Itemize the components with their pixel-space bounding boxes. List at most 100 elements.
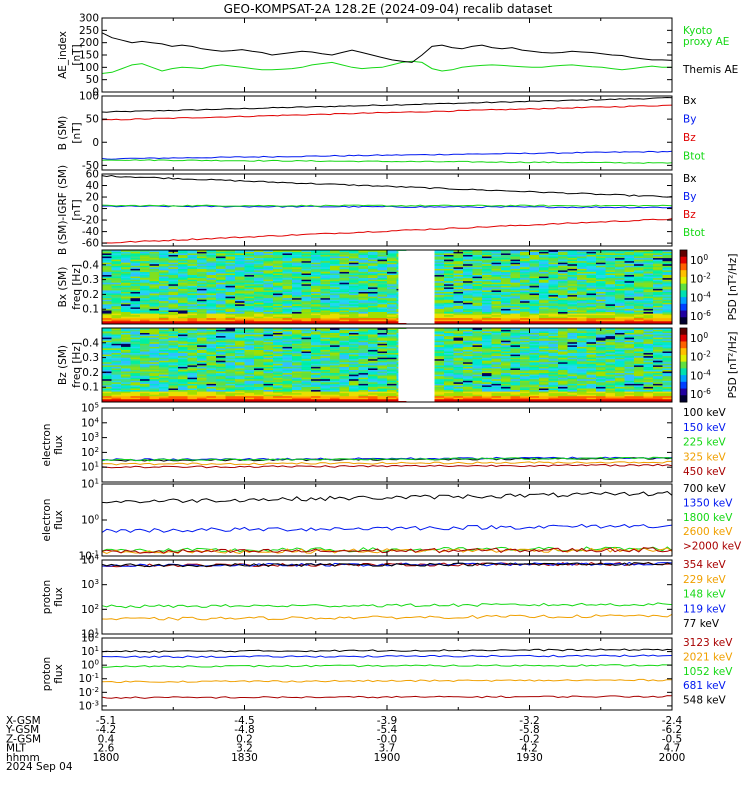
- spectrogram-cell: [444, 369, 454, 372]
- spectrogram-cell: [187, 293, 198, 296]
- spectrogram-cell: [235, 357, 245, 360]
- spectrogram-cell: [444, 273, 454, 275]
- spectrogram-cell: [244, 271, 255, 274]
- spectrogram-cell: [206, 391, 217, 394]
- spectrogram-cell: [273, 296, 283, 299]
- spectrogram-cell: [520, 268, 530, 271]
- spectrogram-cell: [539, 250, 549, 252]
- spectrogram-cell: [548, 283, 559, 286]
- spectrogram-cell: [453, 279, 464, 282]
- spectrogram-cell: [624, 291, 635, 294]
- spectrogram-cell: [339, 294, 350, 297]
- spectrogram-cell: [140, 316, 150, 319]
- spectrogram-cell: [235, 250, 245, 252]
- spectrogram-cell: [273, 302, 283, 305]
- spectrogram-cell: [634, 274, 644, 277]
- spectrogram-cell: [121, 360, 131, 363]
- spectrogram-cell: [558, 273, 568, 275]
- spectrogram-cell: [244, 288, 255, 291]
- spectrogram-cell: [339, 253, 350, 255]
- spectrogram-cell: [159, 285, 169, 288]
- spectrogram-cell: [130, 290, 141, 292]
- spectrogram-cell: [301, 320, 312, 323]
- spectrogram-cell: [121, 371, 131, 374]
- spectrogram-cell: [482, 388, 492, 390]
- spectrogram-cell: [634, 319, 644, 322]
- spectrogram-cell: [159, 335, 169, 338]
- spectrogram-cell: [187, 331, 198, 333]
- spectrogram-cell: [178, 307, 188, 309]
- spectrogram-cell: [320, 296, 331, 299]
- spectrogram-cell: [292, 253, 302, 255]
- spectrogram-cell: [149, 310, 160, 312]
- spectrogram-cell: [577, 274, 587, 277]
- spectrogram-cell: [292, 363, 302, 366]
- spectrogram-cell: [482, 308, 492, 311]
- spectrogram-cell: [225, 389, 236, 392]
- spectrogram-cell: [368, 328, 378, 330]
- spectrogram-cell: [491, 313, 502, 316]
- y-tick-label: 20: [86, 192, 99, 204]
- spectrogram-cell: [301, 317, 312, 320]
- spectrogram-cell: [510, 345, 521, 347]
- spectrogram-cell: [235, 270, 245, 272]
- spectrogram-cell: [358, 320, 369, 323]
- spectrogram-cell: [472, 369, 483, 372]
- spectrogram-cell: [292, 385, 302, 387]
- spectrogram-cell: [225, 310, 236, 312]
- spectrogram-cell: [615, 257, 625, 260]
- spectrogram-cell: [520, 352, 530, 355]
- spectrogram-cell: [558, 305, 568, 308]
- spectrogram-cell: [349, 256, 359, 259]
- spectrogram-cell: [463, 360, 473, 363]
- spectrogram-cell: [292, 313, 302, 316]
- spectrogram-cell: [453, 254, 464, 257]
- spectrogram-cell: [634, 291, 644, 294]
- spectrogram-cell: [368, 337, 378, 340]
- spectrogram-cell: [463, 251, 473, 254]
- spectrogram-cell: [197, 282, 207, 285]
- spectrogram-cell: [187, 313, 198, 316]
- spectrogram-cell: [520, 361, 530, 364]
- spectrogram-cell: [330, 343, 340, 346]
- spectrogram-cell: [320, 375, 331, 378]
- spectrogram-cell: [301, 290, 312, 292]
- spectrogram-cell: [235, 271, 245, 274]
- spectrogram-cell: [111, 334, 122, 337]
- spectrogram-cell: [292, 346, 302, 349]
- spectrogram-cell: [396, 400, 407, 403]
- spectrogram-cell: [662, 256, 673, 259]
- spectrogram-cell: [102, 352, 112, 355]
- spectrogram-cell: [548, 293, 559, 296]
- spectrogram-cell: [159, 357, 169, 360]
- spectrogram-cell: [577, 282, 587, 285]
- spectrogram-cell: [520, 305, 530, 308]
- spectrogram-cell: [111, 371, 122, 374]
- spectrogram-cell: [472, 397, 483, 400]
- spectrogram-cell: [358, 310, 369, 312]
- spectrogram-cell: [596, 319, 606, 322]
- spectrogram-cell: [558, 270, 568, 272]
- spectrogram-cell: [254, 394, 264, 397]
- spectrogram-cell: [130, 319, 141, 322]
- spectrogram-cell: [643, 251, 654, 254]
- spectrogram-cell: [529, 395, 540, 398]
- spectrogram-cell: [159, 276, 169, 279]
- spectrogram-cell: [197, 287, 207, 289]
- spectrogram-cell: [444, 355, 454, 358]
- legend-entry: Bx: [683, 173, 696, 185]
- spectrogram-cell: [501, 294, 511, 297]
- spectrogram-cell: [102, 340, 112, 343]
- spectrogram-cell: [520, 320, 530, 323]
- spectrogram-cell: [634, 307, 644, 309]
- spectrogram-cell: [615, 291, 625, 294]
- spectrogram-cell: [339, 265, 350, 268]
- spectrogram-cell: [624, 302, 635, 305]
- spectrogram-cell: [539, 262, 549, 265]
- spectrogram-cell: [453, 340, 464, 343]
- spectrogram-cell: [567, 305, 578, 308]
- spectrogram-cell: [539, 296, 549, 299]
- spectrogram-cell: [254, 397, 264, 400]
- spectrogram-cell: [434, 276, 445, 279]
- spectrogram-cell: [434, 358, 445, 361]
